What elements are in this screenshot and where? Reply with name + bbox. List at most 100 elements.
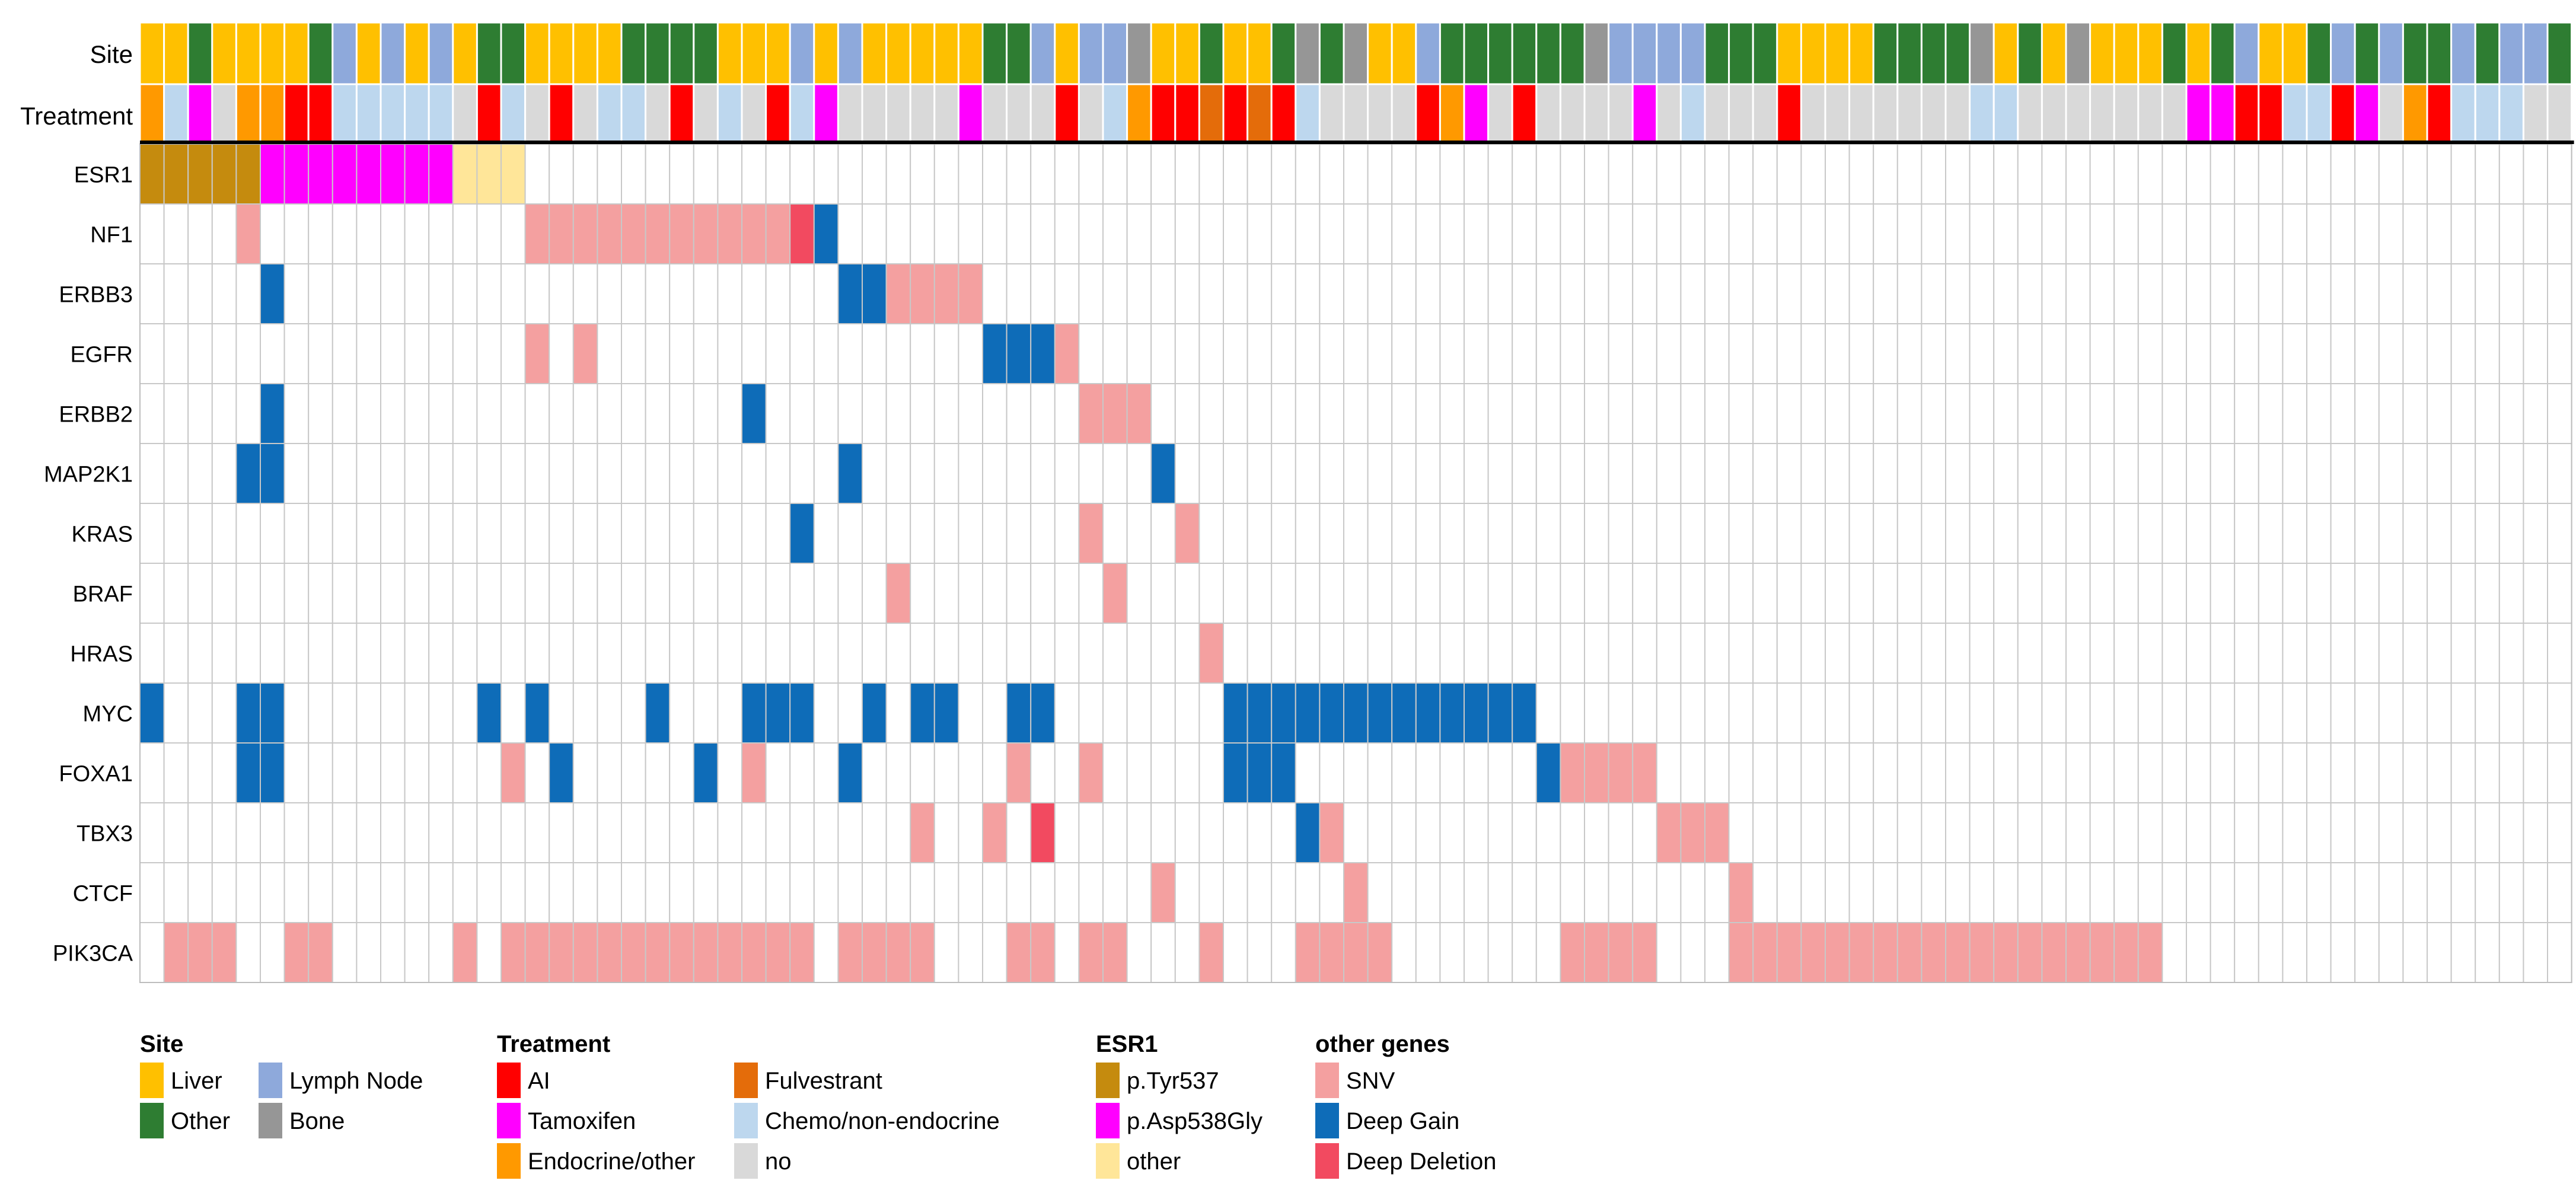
alteration-cell-deep-gain <box>741 682 767 744</box>
empty-cell <box>211 802 237 863</box>
alteration-cell-deep-gain <box>1343 682 1369 744</box>
alteration-cell-snv <box>1006 922 1032 983</box>
empty-cell <box>1800 203 1826 264</box>
empty-cell <box>1295 323 1321 384</box>
empty-cell <box>597 682 623 744</box>
empty-cell <box>1825 503 1850 564</box>
empty-cell <box>2113 383 2139 444</box>
alteration-cell-deep-gain <box>260 443 285 504</box>
alteration-cell-snv <box>862 922 887 983</box>
empty-cell <box>1078 862 1104 923</box>
empty-cell <box>356 503 382 564</box>
empty-cell <box>1752 443 1778 504</box>
empty-cell <box>1415 323 1441 384</box>
empty-cell <box>452 323 478 384</box>
empty-cell <box>645 623 671 684</box>
alteration-cell-deep-gain <box>1319 682 1344 744</box>
empty-cell <box>789 623 815 684</box>
empty-cell <box>2498 682 2524 744</box>
empty-cell <box>1391 143 1417 205</box>
treatment-cell <box>524 83 550 147</box>
empty-cell <box>2450 563 2476 624</box>
alteration-cell-snv <box>163 922 189 983</box>
empty-cell <box>1319 203 1344 264</box>
empty-cell <box>933 922 959 983</box>
site-cell <box>1656 21 1682 85</box>
empty-cell <box>211 443 237 504</box>
empty-cell <box>187 323 213 384</box>
alteration-cell-deep-gain <box>837 263 863 324</box>
empty-cell <box>813 623 839 684</box>
empty-cell <box>1825 143 1850 205</box>
empty-cell <box>380 802 406 863</box>
empty-cell <box>235 922 261 983</box>
empty-cell <box>163 263 189 324</box>
empty-cell <box>1873 323 1898 384</box>
treatment-cell <box>1776 83 1802 147</box>
empty-cell <box>235 263 261 324</box>
empty-cell <box>1632 443 1657 504</box>
empty-cell <box>2354 563 2380 624</box>
treatment-cell <box>2233 83 2260 147</box>
empty-cell <box>1415 742 1441 803</box>
empty-cell <box>2354 503 2380 564</box>
treatment-cell <box>2402 83 2428 147</box>
empty-cell <box>1632 203 1657 264</box>
empty-cell <box>741 323 767 384</box>
empty-cell <box>2330 443 2356 504</box>
empty-cell <box>2306 443 2332 504</box>
legend-swatch-endocrine-other <box>497 1143 521 1179</box>
empty-cell <box>1487 263 1513 324</box>
empty-cell <box>2378 383 2404 444</box>
legend-label-chemo-non-endocrine: Chemo/non-endocrine <box>765 1108 1000 1134</box>
empty-cell <box>2186 503 2211 564</box>
empty-cell <box>862 563 887 624</box>
empty-cell <box>1367 263 1393 324</box>
site-cell <box>2474 21 2501 85</box>
site-cell <box>235 21 262 85</box>
legend-label-tamoxifen: Tamoxifen <box>528 1108 636 1134</box>
empty-cell <box>2234 682 2259 744</box>
empty-cell <box>1825 383 1850 444</box>
site-cell <box>1343 21 1369 85</box>
empty-cell <box>1271 323 1296 384</box>
empty-cell <box>2210 682 2236 744</box>
empty-cell <box>2523 323 2548 384</box>
site-cell <box>1920 21 1947 85</box>
site-cell <box>452 21 478 85</box>
site-cell <box>380 21 406 85</box>
empty-cell <box>1848 263 1874 324</box>
empty-cell <box>693 143 719 205</box>
empty-cell <box>2378 443 2404 504</box>
empty-cell <box>1487 443 1513 504</box>
empty-cell <box>2547 203 2572 264</box>
empty-cell <box>1174 563 1200 624</box>
empty-cell <box>1776 443 1802 504</box>
empty-cell <box>1560 143 1585 205</box>
empty-cell <box>2041 323 2067 384</box>
empty-cell <box>2378 563 2404 624</box>
empty-cell <box>1198 443 1225 504</box>
empty-cell <box>2017 623 2043 684</box>
empty-cell <box>837 563 863 624</box>
empty-cell <box>1078 682 1104 744</box>
alteration-cell-deep-gain <box>260 383 285 444</box>
empty-cell <box>163 862 189 923</box>
empty-cell <box>1848 383 1874 444</box>
empty-cell <box>1848 323 1874 384</box>
empty-cell <box>2330 203 2356 264</box>
empty-cell <box>1993 563 2019 624</box>
empty-cell <box>2282 323 2307 384</box>
empty-cell <box>837 203 863 264</box>
alteration-cell-deep-gain <box>1006 682 1032 744</box>
site-cell <box>2281 21 2308 85</box>
empty-cell <box>187 682 213 744</box>
treatment-cell <box>1992 83 2019 147</box>
empty-cell <box>211 862 237 923</box>
empty-cell <box>1198 862 1225 923</box>
empty-cell <box>1150 922 1176 983</box>
empty-cell <box>404 862 430 923</box>
empty-cell <box>862 383 887 444</box>
empty-cell <box>2282 263 2307 324</box>
empty-cell <box>910 443 935 504</box>
